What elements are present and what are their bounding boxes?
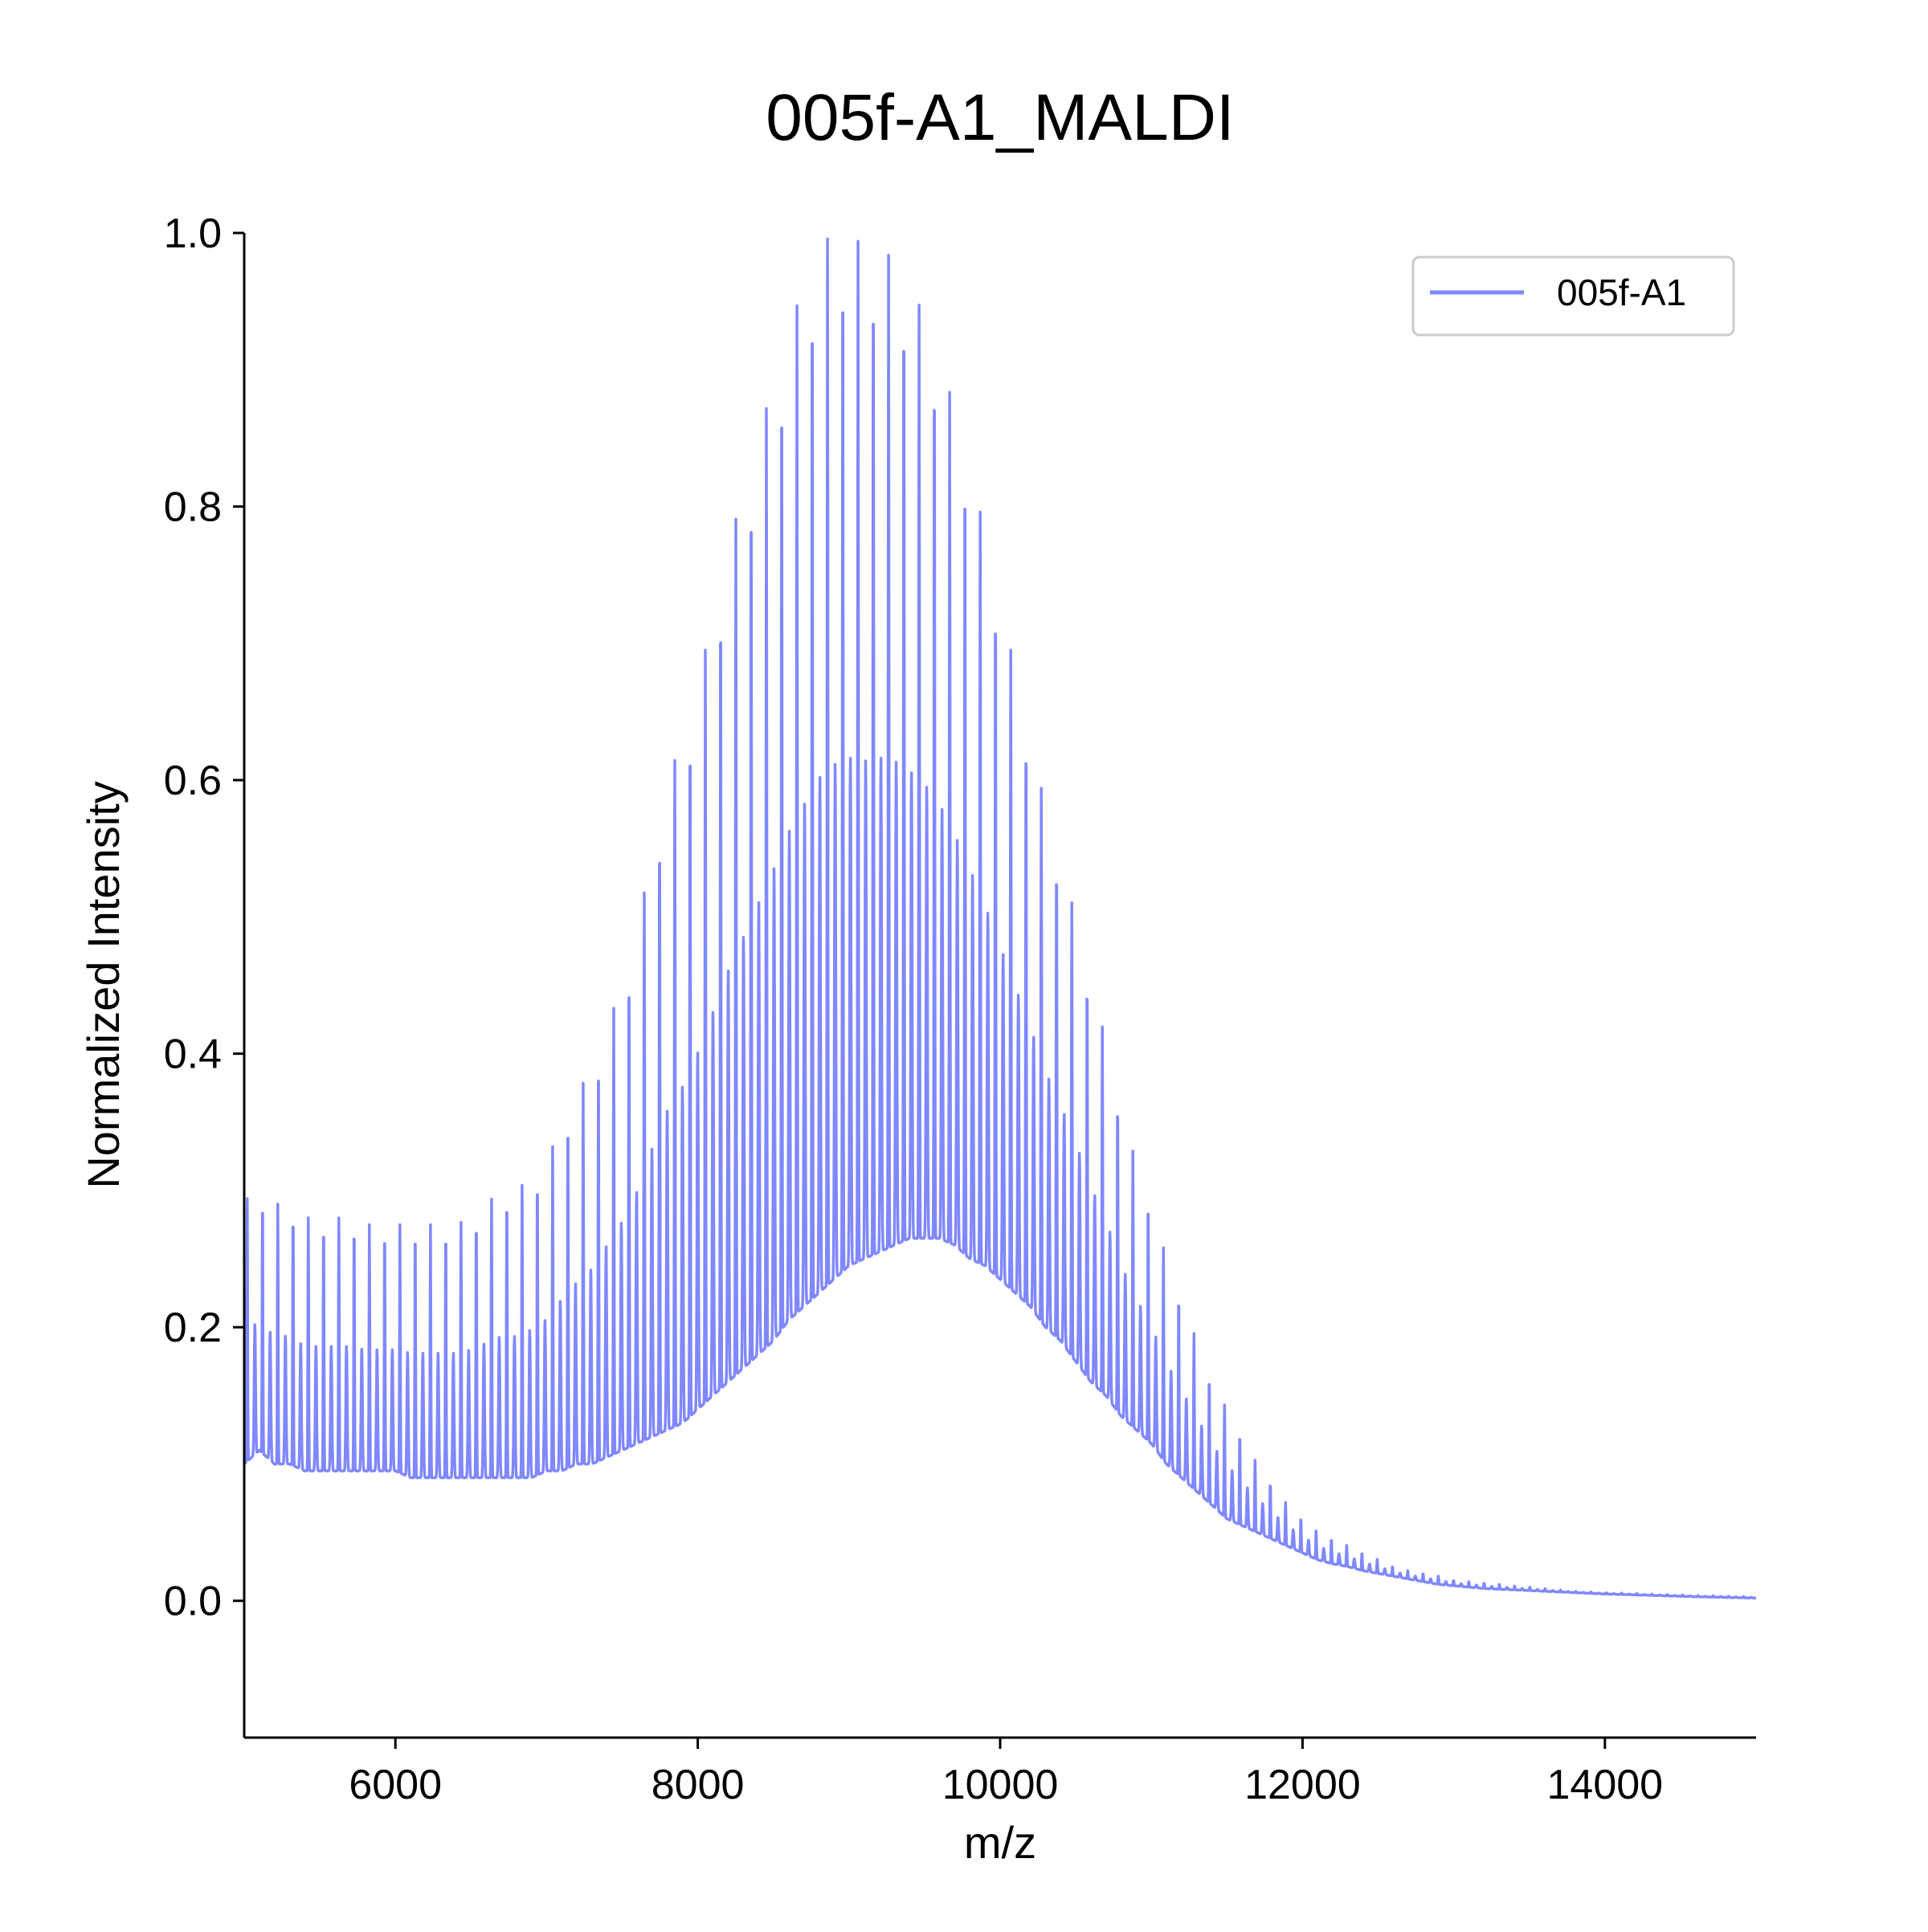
y-tick-label: 0.6: [164, 758, 222, 804]
y-axis-label: Normalized Intensity: [78, 781, 129, 1188]
legend: 005f-A1: [1411, 255, 1735, 337]
y-tick-label: 1.0: [164, 210, 222, 257]
legend-frame: [1411, 255, 1735, 337]
x-tick-label: 10000: [942, 1762, 1059, 1808]
axes-layer: [243, 233, 1756, 1739]
y-tick-label: 0.2: [164, 1305, 222, 1351]
x-tick-label: 14000: [1546, 1762, 1663, 1808]
x-tick-label: 6000: [349, 1762, 442, 1808]
y-tick-label: 0.0: [164, 1579, 222, 1625]
y-tick-label: 0.8: [164, 484, 222, 531]
legend-label: 005f-A1: [1557, 272, 1686, 313]
y-tick-label: 0.4: [164, 1031, 222, 1078]
x-axis-label: m/z: [964, 1817, 1036, 1868]
series-line-005f-A1: [243, 237, 1758, 1600]
x-tick-label: 8000: [652, 1762, 745, 1808]
x-tick-label: 12000: [1244, 1762, 1361, 1808]
y-ticks: 0.0 0.2 0.4 0.6 0.8 1.0: [164, 210, 244, 1625]
chart-title: 005f-A1_MALDI: [766, 81, 1234, 154]
x-ticks: 6000 8000 10000 12000 14000: [349, 1738, 1663, 1808]
series-layer: [243, 237, 1758, 1600]
